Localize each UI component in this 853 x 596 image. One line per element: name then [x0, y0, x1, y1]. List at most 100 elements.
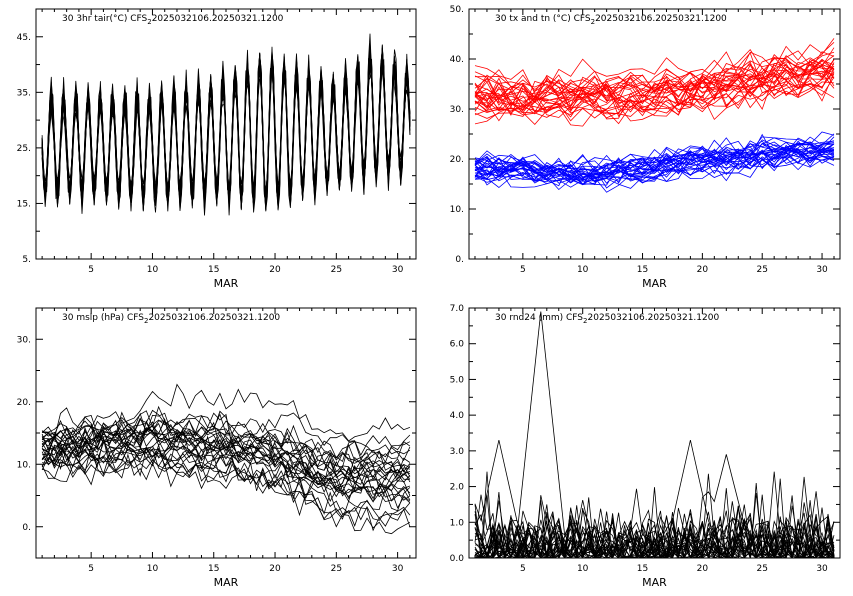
y-tick-label: 6.0: [450, 340, 465, 350]
ensemble-member-line: [41, 448, 411, 535]
x-tick-label: 15: [208, 564, 219, 574]
x-axis-title: MAR: [214, 277, 239, 290]
ensemble-member-line: [474, 487, 835, 558]
chart-panel-4: 5 10 15 20 25 30 0.0 1.0 2.0 3.0 4.0 5.0 6.0 7.0 MAR 30…: [450, 304, 841, 589]
y-tick-label: 7.0: [450, 304, 465, 314]
x-axis-title: MAR: [642, 277, 667, 290]
ensemble-tx-line: [474, 55, 835, 103]
y-tick-label: 5.: [22, 255, 31, 265]
ensemble-member-line: [41, 444, 411, 532]
y-tick-label: 50.: [450, 5, 464, 15]
ensemble-member-line: [41, 433, 411, 509]
ensemble-tn-line: [474, 145, 835, 180]
x-tick-label: 20: [697, 564, 709, 574]
y-tick-label: 20.: [17, 398, 31, 408]
ensemble-member-line: [41, 429, 411, 503]
x-tick-label: 10: [147, 265, 159, 275]
ensemble-tn-line: [474, 143, 835, 180]
x-tick-label: 5: [520, 265, 526, 275]
ensemble-member-line: [475, 488, 835, 558]
ensemble-member-line: [474, 491, 835, 558]
ensemble-member-line: [41, 438, 411, 496]
x-tick-label: 30: [816, 265, 828, 275]
x-tick-label: 25: [331, 564, 342, 574]
ensemble-member-line: [42, 383, 411, 442]
ensemble-tn-line: [474, 139, 835, 182]
y-tick-label: 10.: [17, 460, 31, 470]
x-tick-label: 15: [637, 265, 648, 275]
chart-panel-1: 5 10 15 20 25 30 5. 15. 25. 35. 45. MAR 30 3hr tair(…: [17, 8, 417, 290]
panel-title: 30 mslp (hPa) CFS22025032106.20250321.12…: [62, 313, 280, 325]
x-tick-label: 10: [577, 564, 589, 574]
x-tick-label: 30: [392, 265, 404, 275]
x-tick-label: 25: [331, 265, 342, 275]
panel-title: 30 rnd24 (mm) CFS22025032106.20250321.12…: [495, 313, 719, 325]
ensemble-tn-line: [474, 136, 835, 179]
ensemble-member-line: [474, 511, 835, 558]
ensemble-member-line: [474, 454, 834, 558]
ensemble-member-line: [475, 494, 835, 558]
x-tick-label: 15: [637, 564, 648, 574]
ensemble-tx-line: [474, 52, 835, 108]
y-tick-label: 2.0: [450, 483, 465, 493]
ensemble-member-line: [474, 495, 834, 558]
x-axis-title: MAR: [642, 576, 667, 589]
x-tick-label: 30: [816, 564, 828, 574]
ensemble-tn-line: [474, 136, 835, 174]
plot-frame: [468, 8, 841, 260]
x-tick-label: 5: [520, 564, 526, 574]
x-tick-label: 25: [756, 564, 767, 574]
x-tick-label: 5: [88, 265, 94, 275]
y-tick-label: 20.: [450, 155, 464, 165]
ensemble-tn-line: [474, 141, 835, 186]
ensemble-tn-line: [474, 133, 835, 171]
y-tick-label: 40.: [450, 55, 464, 65]
x-tick-label: 30: [392, 564, 404, 574]
panel-title: 30 3hr tair(°C) CFS22025032106.20250321.…: [62, 14, 284, 26]
ensemble-member-line: [41, 438, 411, 527]
ensemble-tx-line: [474, 83, 835, 122]
plot-area: [41, 383, 411, 535]
y-tick-label: 10.: [450, 205, 464, 215]
x-tick-label: 20: [697, 265, 709, 275]
chart-panel-3: 5 10 15 20 25 30 0. 10. 20. 30. MAR 30 mslp (hPa) C…: [17, 307, 417, 589]
y-tick-label: 5.0: [450, 375, 465, 385]
y-tick-label: 35.: [17, 88, 31, 98]
y-tick-label: 25.: [17, 144, 31, 154]
ensemble-tx-line: [474, 61, 835, 117]
y-tick-label: 3.0: [450, 447, 465, 457]
y-tick-label: 15.: [17, 199, 31, 209]
ensemble-tx-line: [474, 58, 835, 113]
ensemble-member-line: [42, 446, 411, 499]
ensemble-tx-line: [474, 38, 835, 102]
ensemble-member-line: [41, 49, 411, 206]
ensemble-member-line: [41, 419, 411, 462]
x-tick-label: 10: [147, 564, 159, 574]
y-tick-label: 1.0: [450, 518, 465, 528]
ensemble-tn-line: [474, 140, 835, 174]
ensemble-member-line: [474, 507, 835, 558]
x-tick-label: 20: [269, 265, 281, 275]
panel-title: 30 tx and tn (°C) CFS22025032106.2025032…: [495, 14, 727, 26]
y-tick-label: 0.: [22, 523, 31, 533]
y-tick-label: 0.: [455, 255, 464, 265]
y-tick-label: 4.0: [450, 411, 465, 421]
plot-area: [474, 311, 835, 558]
y-tick-label: 0.0: [450, 554, 465, 564]
ensemble-tx-line: [474, 55, 835, 101]
ensemble-member-line: [41, 422, 411, 474]
plot-frame: [468, 307, 841, 559]
ensemble-member-line: [41, 410, 411, 457]
ensemble-tx-line: [474, 58, 835, 118]
chart-panel-2: 5 10 15 20 25 30 0. 10. 20. 30. 40. 50. MAR 30 tx and…: [450, 5, 841, 290]
ensemble-tx-line: [474, 48, 835, 94]
y-tick-label: 45.: [17, 33, 31, 43]
x-tick-label: 25: [756, 265, 767, 275]
ensemble-tn-line: [474, 147, 835, 182]
ensemble-member-line: [41, 428, 411, 471]
ensemble-tn-line: [474, 141, 835, 187]
ensemble-tx-line: [474, 54, 835, 112]
ensemble-tn-line: [474, 154, 835, 193]
x-tick-label: 5: [88, 564, 94, 574]
